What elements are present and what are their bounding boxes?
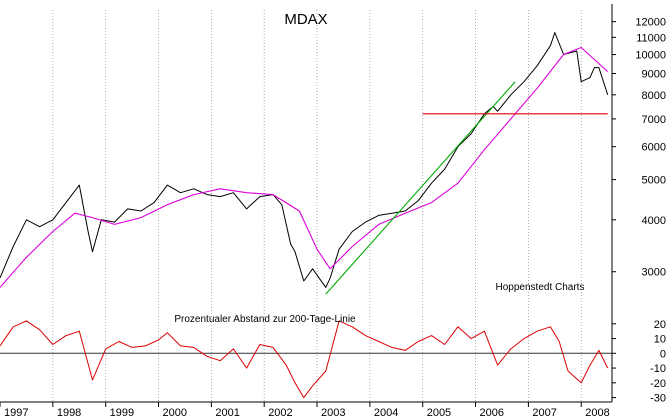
osc-y-tick-label--20: -20	[650, 378, 666, 390]
oscillator-series-layer	[0, 320, 612, 399]
y-tick-label-10000: 10000	[635, 50, 666, 62]
osc-y-tick-label-10: 10	[654, 334, 666, 346]
source-label: Hoppenstedt Charts	[496, 282, 585, 293]
x-tick-label-2008: 2008	[585, 407, 609, 419]
osc-y-tick-label--10: -10	[650, 363, 666, 375]
x-tick-label-1998: 1998	[57, 407, 81, 419]
y-tick-label-6000: 6000	[642, 142, 666, 154]
price-series-layer	[0, 32, 609, 295]
mdax-price-line	[0, 32, 609, 288]
x-tick-label-2003: 2003	[321, 407, 345, 419]
x-tick-label-2004: 2004	[374, 407, 398, 419]
y-tick-label-5000: 5000	[642, 175, 666, 187]
x-tick-label-2001: 2001	[215, 407, 239, 419]
y-tick-label-11000: 11000	[636, 32, 666, 44]
y-tick-label-8000: 8000	[642, 90, 666, 102]
moving-average-200-line	[0, 46, 609, 288]
y-tick-label-7000: 7000	[642, 114, 666, 126]
y-tick-label-3000: 3000	[642, 267, 666, 279]
x-tick-label-1999: 1999	[110, 407, 134, 419]
x-tick-label-2000: 2000	[163, 407, 187, 419]
trend-support-line	[325, 81, 516, 295]
oscillator-title: Prozentualer Abstand zur 200-Tage-Linie	[174, 314, 356, 325]
oscillator-line	[0, 320, 609, 399]
x-tick-label-1997: 1997	[4, 407, 28, 419]
osc-y-tick-label--30: -30	[650, 393, 666, 405]
osc-y-tick-label-20: 20	[654, 319, 666, 331]
axes: 12000 11000 10000 9000 8000 7000 6000 5000 4000 3…	[0, 4, 666, 419]
y-tick-label-4000: 4000	[642, 215, 666, 227]
osc-y-tick-label-0: 0	[660, 348, 666, 360]
x-tick-label-2006: 2006	[480, 407, 504, 419]
y-tick-label-9000: 9000	[642, 69, 666, 81]
y-tick-label-12000: 12000	[635, 17, 666, 29]
x-tick-label-2007: 2007	[532, 407, 556, 419]
x-tick-label-2005: 2005	[427, 407, 451, 419]
chart-title: MDAX	[284, 11, 327, 28]
x-tick-label-2002: 2002	[268, 407, 292, 419]
